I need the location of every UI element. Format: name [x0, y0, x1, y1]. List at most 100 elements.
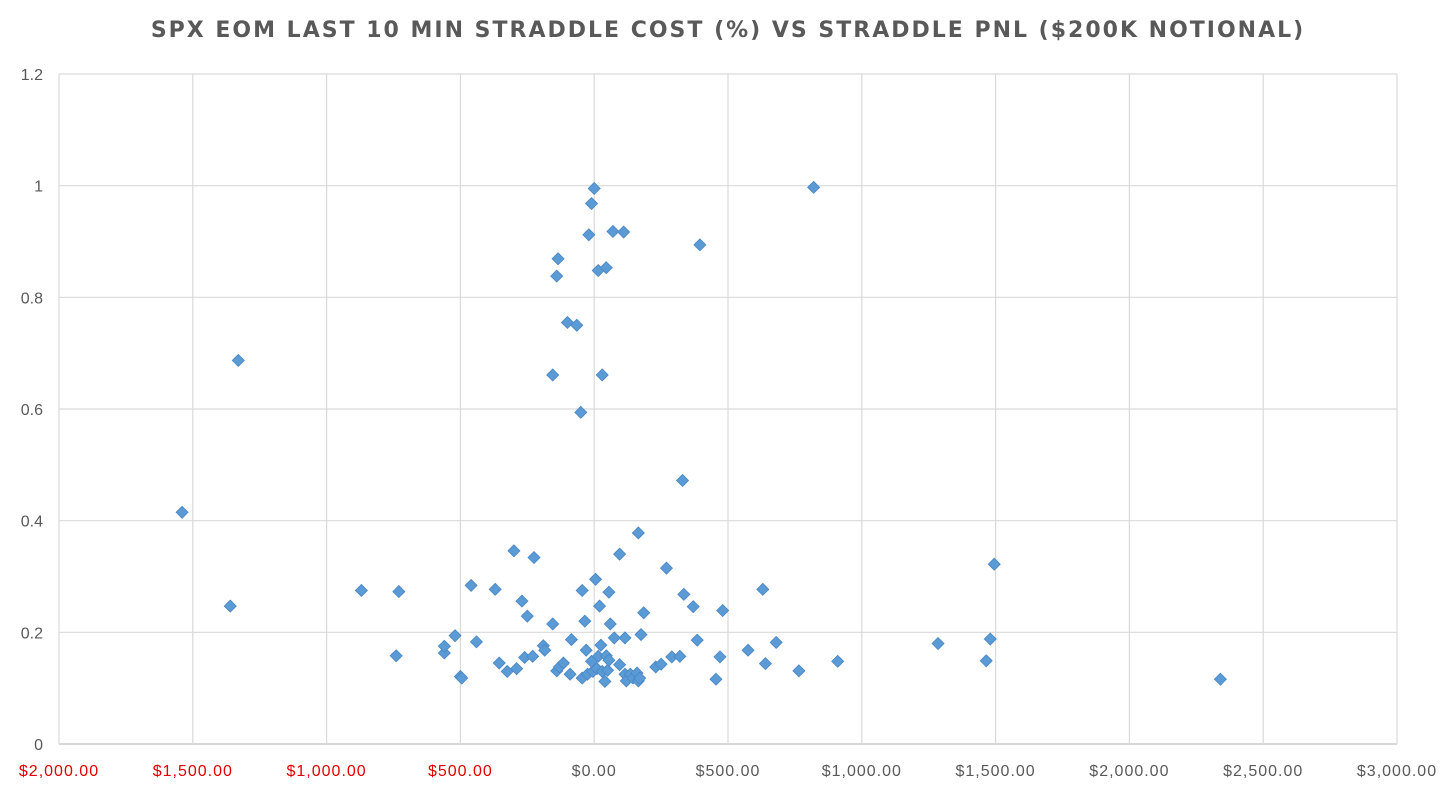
data-point — [983, 632, 997, 646]
data-point — [709, 672, 723, 686]
data-point — [437, 639, 451, 653]
data-point — [551, 252, 565, 266]
data-point — [831, 654, 845, 668]
x-tick-label: $2,500.00 — [1223, 763, 1303, 780]
data-point — [564, 633, 579, 647]
data-point — [606, 224, 620, 239]
data-point — [546, 368, 560, 382]
data-point — [510, 662, 524, 676]
data-point — [500, 664, 514, 678]
data-point — [578, 614, 592, 628]
data-point — [618, 631, 632, 645]
data-point — [527, 550, 541, 565]
data-point — [594, 638, 608, 652]
x-axis-tick-labels: $2,000.00 $1,500.00 $1,000.00 $500.00 $0.00 $… — [19, 763, 1437, 780]
y-axis-tick-labels: 0 0.2 0.4 0.6 0.8 1 1.2 — [21, 67, 43, 754]
y-tick-label: 0.2 — [21, 625, 43, 642]
data-point — [599, 261, 613, 275]
data-point — [595, 368, 609, 382]
data-point — [758, 657, 773, 671]
y-tick-label: 0.8 — [21, 290, 43, 307]
data-point — [584, 196, 599, 211]
data-points — [175, 180, 1227, 689]
data-point — [354, 583, 368, 598]
data-point — [520, 609, 534, 623]
data-point — [601, 663, 615, 677]
data-point — [693, 238, 707, 252]
gridlines — [58, 73, 1398, 745]
data-point — [807, 180, 821, 194]
data-point — [677, 587, 691, 601]
data-point — [469, 635, 484, 649]
data-point — [792, 664, 806, 678]
x-tick-label: $2,000.00 — [1089, 763, 1169, 780]
y-tick-label: 0 — [34, 737, 43, 754]
data-point — [686, 600, 700, 614]
data-point — [607, 631, 621, 645]
x-tick-label: $1,000.00 — [287, 763, 367, 780]
data-point — [550, 269, 564, 283]
data-point — [492, 656, 506, 670]
data-point — [588, 572, 603, 586]
data-point — [602, 585, 616, 599]
data-point — [713, 650, 727, 664]
data-point — [437, 646, 451, 660]
data-point — [675, 473, 690, 488]
data-point — [526, 649, 540, 663]
y-tick-label: 1.2 — [21, 67, 43, 84]
data-point — [464, 578, 478, 592]
data-point — [538, 643, 552, 657]
data-point — [587, 181, 601, 196]
x-tick-label: $500.00 — [696, 763, 761, 780]
data-point — [613, 658, 627, 672]
data-point — [575, 583, 589, 598]
data-point — [634, 628, 648, 642]
data-point — [556, 656, 570, 670]
data-point — [716, 603, 730, 618]
data-point — [637, 606, 651, 620]
data-point — [756, 582, 770, 596]
x-tick-label: $2,000.00 — [19, 763, 99, 780]
data-point — [633, 671, 647, 685]
x-tick-label: $1,500.00 — [153, 763, 233, 780]
data-point — [654, 657, 668, 671]
data-point — [690, 633, 704, 647]
data-point — [546, 617, 560, 631]
data-point — [515, 594, 529, 608]
y-tick-label: 0.6 — [21, 402, 43, 419]
data-point — [603, 617, 617, 631]
data-point — [488, 582, 502, 596]
data-point — [673, 649, 687, 663]
x-tick-label: $500.00 — [428, 763, 493, 780]
data-point — [592, 599, 607, 613]
data-point — [231, 353, 245, 367]
data-point — [979, 654, 993, 668]
data-point — [560, 315, 575, 330]
data-point — [448, 629, 462, 643]
data-point — [507, 544, 521, 558]
y-tick-label: 1 — [34, 179, 43, 196]
x-tick-label: $1,000.00 — [822, 763, 902, 780]
x-tick-label: $1,500.00 — [956, 763, 1036, 780]
data-point — [931, 636, 945, 651]
data-point — [574, 405, 588, 419]
data-point — [223, 599, 237, 613]
data-point — [175, 505, 189, 519]
chart-title: SPX EOM LAST 10 MIN STRADDLE COST (%) VS… — [150, 18, 1306, 43]
data-point — [617, 225, 631, 239]
data-point — [741, 643, 755, 657]
data-point — [570, 318, 584, 332]
data-point — [579, 643, 593, 657]
data-point — [563, 667, 577, 681]
y-tick-label: 0.4 — [21, 514, 43, 531]
data-point — [769, 635, 783, 649]
data-point — [1213, 672, 1227, 686]
data-point — [582, 228, 596, 242]
data-point — [392, 585, 406, 599]
data-point — [389, 649, 403, 663]
data-point — [613, 547, 627, 561]
x-tick-label: $3,000.00 — [1357, 763, 1437, 780]
data-point — [455, 671, 469, 685]
